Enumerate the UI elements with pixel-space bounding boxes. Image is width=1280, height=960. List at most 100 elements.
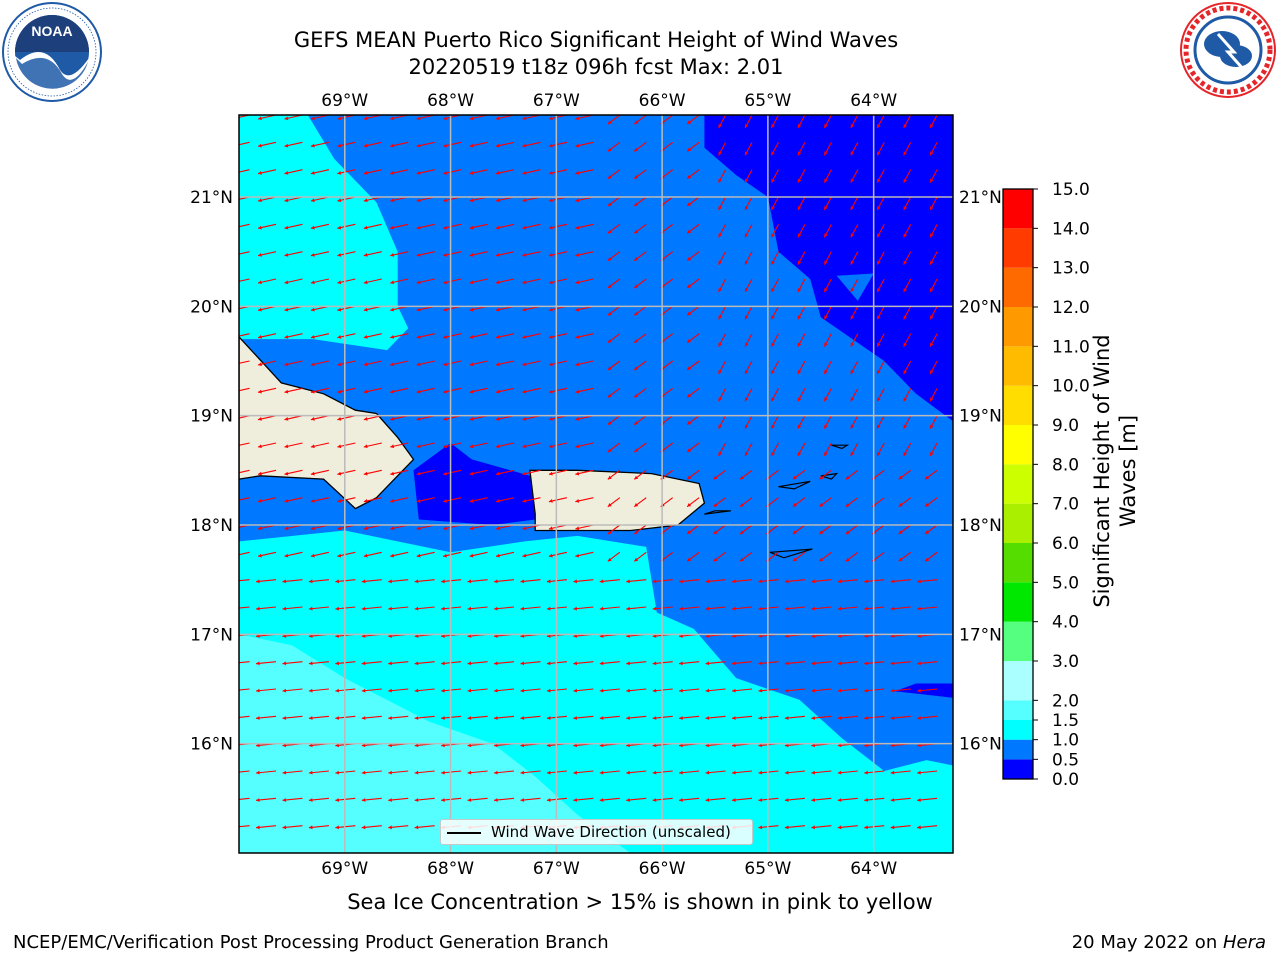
wave-arrow-head — [890, 579, 895, 584]
wave-arrow-head — [811, 579, 816, 584]
wave-arrow-head — [469, 116, 474, 121]
wave-arrow-head — [308, 579, 313, 584]
wave-arrow-head — [230, 661, 234, 665]
chart-subtitle: 20220519 t18z 096h fcst Max: 2.01 — [408, 55, 784, 79]
wave-arrow-head — [679, 606, 683, 611]
wave-arrow-head — [258, 307, 262, 312]
wave-arrow-head — [308, 798, 313, 802]
wave-arrow-head — [496, 225, 500, 230]
wave-arrow-head — [414, 688, 419, 693]
wave-arrow-head — [414, 770, 419, 775]
wave-arrow-head — [337, 526, 342, 531]
lon-tick-label-top: 67°W — [533, 91, 580, 111]
colorbar-segment — [1003, 346, 1033, 386]
wave-arrow-head — [256, 661, 260, 666]
wave-arrow-head — [443, 253, 447, 257]
colorbar-tick-label: 8.0 — [1052, 455, 1079, 475]
wave-arrow-head — [845, 475, 850, 480]
wave-arrow-head — [837, 688, 842, 693]
wave-arrow-head — [687, 257, 692, 261]
wave-arrow-head — [811, 716, 816, 720]
wave-arrow-head — [416, 143, 421, 148]
wave-arrow-head — [917, 825, 921, 830]
wave-arrow-head — [443, 143, 447, 148]
wave-arrow-head — [634, 284, 639, 288]
wave-arrow-head — [520, 661, 525, 666]
wave-arrow-head — [705, 579, 710, 584]
legend-line-swatch — [447, 832, 481, 834]
wave-arrow-head — [520, 579, 525, 584]
wave-arrow-head — [797, 424, 802, 429]
wave-arrow-head — [771, 178, 775, 183]
wave-arrow-head — [232, 253, 236, 257]
wave-arrow-head — [687, 475, 692, 480]
wave-arrow-head — [634, 366, 639, 370]
wave-arrow-head — [467, 606, 472, 611]
wave-arrow-head — [784, 770, 789, 775]
wave-arrow-head — [548, 526, 553, 531]
wave-arrow-head — [284, 198, 289, 203]
wave-arrow-head — [930, 315, 934, 320]
wave-arrow-head — [824, 233, 828, 238]
wave-arrow-head — [469, 444, 474, 449]
wave-arrow-head — [917, 716, 921, 720]
wave-arrow-head — [758, 716, 763, 720]
wave-arrow-head — [258, 225, 262, 230]
wave-arrow-head — [718, 315, 722, 320]
wave-arrow-head — [230, 689, 234, 693]
wave-arrow-head — [634, 393, 639, 398]
wave-arrow-head — [573, 798, 578, 802]
wave-arrow-head — [634, 147, 639, 152]
wave-arrow-head — [771, 397, 775, 402]
wave-arrow-head — [388, 770, 392, 775]
wave-arrow-head — [679, 716, 683, 720]
colorbar-tick-label: 15.0 — [1052, 180, 1090, 200]
wave-arrow-head — [443, 471, 447, 476]
wave-arrow-head — [258, 143, 262, 148]
wave-arrow-head — [718, 206, 722, 210]
wave-arrow-head — [784, 661, 789, 666]
wave-arrow-head — [744, 178, 749, 183]
island-outline — [704, 510, 731, 515]
wave-arrow-head — [469, 225, 474, 230]
wave-arrow-head — [732, 798, 736, 802]
island-outline — [820, 472, 839, 480]
wave-arrow-head — [687, 421, 692, 425]
noaa-logo: NOAA — [2, 2, 102, 102]
wave-arrow-head — [258, 526, 262, 531]
wave-arrow-head — [494, 798, 498, 802]
wave-arrow-head — [898, 557, 903, 562]
wave-arrow-head — [930, 288, 934, 292]
wave-arrow-head — [903, 178, 908, 183]
lon-tick-label-bottom: 68°W — [427, 859, 474, 879]
wave-arrow-head — [337, 389, 342, 394]
wave-arrow-head — [903, 233, 908, 238]
wave-arrow-head — [744, 260, 749, 265]
wave-arrow-head — [258, 417, 262, 421]
wave-arrow-head — [575, 444, 580, 449]
wave-arrow-head — [599, 770, 604, 775]
wave-arrow-head — [687, 448, 692, 452]
colorbar-segment — [1003, 189, 1033, 229]
lat-tick-label-left: 21°N — [190, 188, 233, 208]
lat-tick-label-right: 17°N — [959, 625, 1002, 645]
wave-arrow-head — [898, 530, 903, 534]
wave-arrow-head — [363, 417, 368, 421]
lat-tick-label-right: 21°N — [959, 188, 1002, 208]
wave-arrow-head — [758, 688, 763, 693]
wave-arrow-head — [310, 389, 315, 394]
wave-arrow-head — [416, 362, 421, 367]
wave-arrow-head — [522, 417, 527, 421]
sea-ice-note-text: Sea Ice Concentration > 15% is shown in … — [347, 890, 933, 914]
wave-arrow-head — [363, 389, 368, 394]
wave-arrow-head — [284, 307, 289, 312]
wave-arrow-head — [258, 198, 262, 203]
wave-arrow-head — [797, 178, 802, 183]
wave-arrow-head — [744, 124, 749, 128]
wave-arrow-head — [282, 579, 287, 584]
wave-arrow-head — [797, 206, 802, 210]
wave-arrow-head — [877, 178, 881, 183]
wave-arrow-head — [687, 311, 692, 316]
wave-arrow-head — [282, 770, 287, 775]
wave-arrow-head — [363, 198, 368, 203]
